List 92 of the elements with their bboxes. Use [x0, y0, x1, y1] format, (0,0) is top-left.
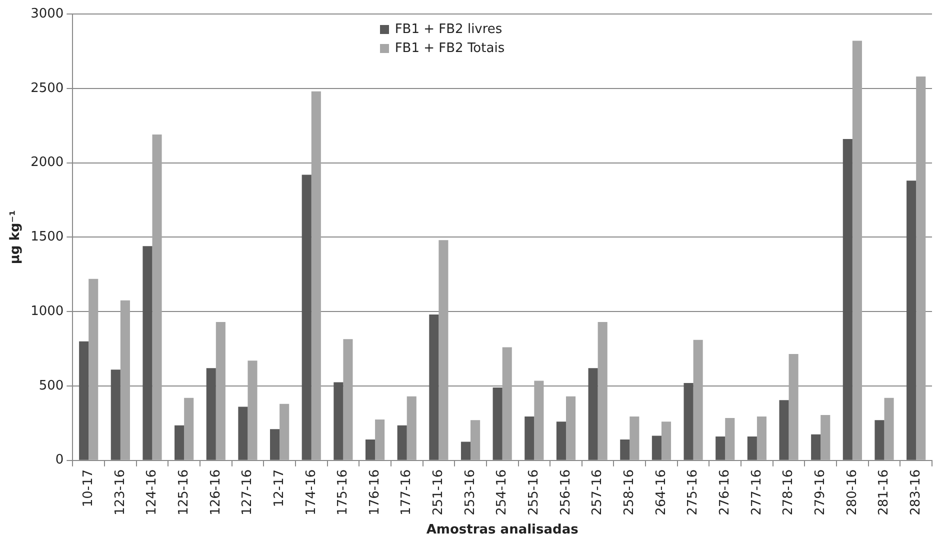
bar [852, 40, 862, 460]
bar [248, 360, 258, 460]
bar [598, 322, 608, 460]
x-tick-label: 264-16 [654, 469, 669, 516]
bar [842, 138, 852, 460]
x-tick-label: 257-16 [590, 469, 606, 516]
y-tick-label: 2000 [30, 155, 64, 170]
bar [620, 440, 630, 460]
x-tick-label: 255-16 [526, 469, 542, 516]
y-tick-label: 3000 [30, 6, 64, 22]
bar [365, 440, 376, 460]
bar [716, 436, 726, 460]
bar [375, 419, 385, 460]
bar [460, 442, 471, 460]
bar [470, 420, 480, 460]
bar [429, 314, 439, 460]
bar [906, 180, 916, 460]
x-tick-label: 279-16 [812, 469, 828, 516]
bar [343, 339, 353, 460]
bar [270, 429, 280, 460]
x-tick-label: 275-16 [686, 469, 701, 516]
bar [756, 416, 766, 460]
bar [820, 414, 830, 460]
x-tick-label: 276-16 [718, 469, 733, 516]
x-tick-label: 254-16 [494, 469, 510, 516]
x-tick-label: 176-16 [367, 469, 382, 516]
bar [152, 134, 162, 460]
bar [874, 420, 884, 460]
x-tick-label: 258-16 [622, 469, 638, 516]
bar [524, 416, 534, 460]
y-tick-label: 1500 [30, 230, 64, 245]
x-tick-label: 10-17 [80, 469, 96, 508]
x-tick-label: 174-16 [304, 469, 319, 516]
x-tick-label: 253-16 [462, 469, 478, 516]
bar [311, 91, 321, 460]
x-tick-label: 281-16 [876, 469, 892, 516]
bar [492, 387, 502, 460]
y-tick-label: 500 [38, 378, 64, 394]
bar [779, 400, 789, 460]
x-tick-label: 277-16 [749, 469, 764, 516]
bar [693, 340, 703, 460]
bar [406, 396, 416, 460]
x-tick-label: 283-16 [908, 469, 924, 516]
y-tick-label: 1000 [30, 304, 64, 319]
x-tick-label: 280-16 [844, 469, 860, 516]
bar [174, 425, 184, 460]
bar [661, 422, 672, 460]
legend-label: FB1 + FB2 livres [394, 22, 502, 37]
bar [79, 341, 89, 460]
x-tick-label: 126-16 [208, 469, 224, 516]
bar [184, 398, 194, 460]
x-tick-label: 175-16 [336, 469, 351, 516]
y-tick-label: 2500 [30, 80, 64, 96]
bar [397, 425, 407, 460]
bar [811, 434, 821, 460]
x-tick-label: 278-16 [781, 469, 796, 516]
bar [120, 300, 130, 460]
bar [916, 76, 926, 460]
bar [88, 278, 98, 460]
x-tick-label: 127-16 [240, 469, 256, 516]
bar [747, 436, 757, 460]
x-tick-label: 124-16 [144, 469, 160, 516]
bar [334, 382, 344, 460]
bar [238, 406, 248, 460]
x-tick-label: 177-16 [399, 469, 414, 516]
y-tick-label: 0 [55, 452, 64, 468]
bar [280, 404, 290, 460]
bar [788, 354, 798, 460]
bar [142, 246, 152, 460]
bar [725, 418, 735, 460]
bar [556, 422, 566, 460]
x-tick-label: 12-17 [272, 469, 287, 508]
legend-label: FB1 + FB2 Totais [394, 41, 505, 56]
bar [438, 240, 448, 460]
bar [206, 368, 216, 460]
x-tick-label: 251-16 [431, 469, 446, 516]
x-axis-title: Amostras analisadas [426, 522, 579, 538]
x-tick-label: 125-16 [176, 469, 192, 516]
bar [566, 396, 576, 460]
bar [684, 382, 694, 460]
bar [588, 368, 598, 460]
x-tick-label: 123-16 [112, 469, 128, 516]
bar [216, 322, 226, 460]
bar [630, 416, 640, 460]
bar [302, 174, 312, 460]
x-tick-label: 256-16 [558, 469, 574, 516]
bar [534, 380, 544, 460]
bar [884, 398, 894, 460]
bar [652, 436, 662, 460]
bar [110, 370, 120, 460]
bar [502, 347, 512, 460]
y-axis-title: μg kg⁻¹ [8, 210, 24, 264]
